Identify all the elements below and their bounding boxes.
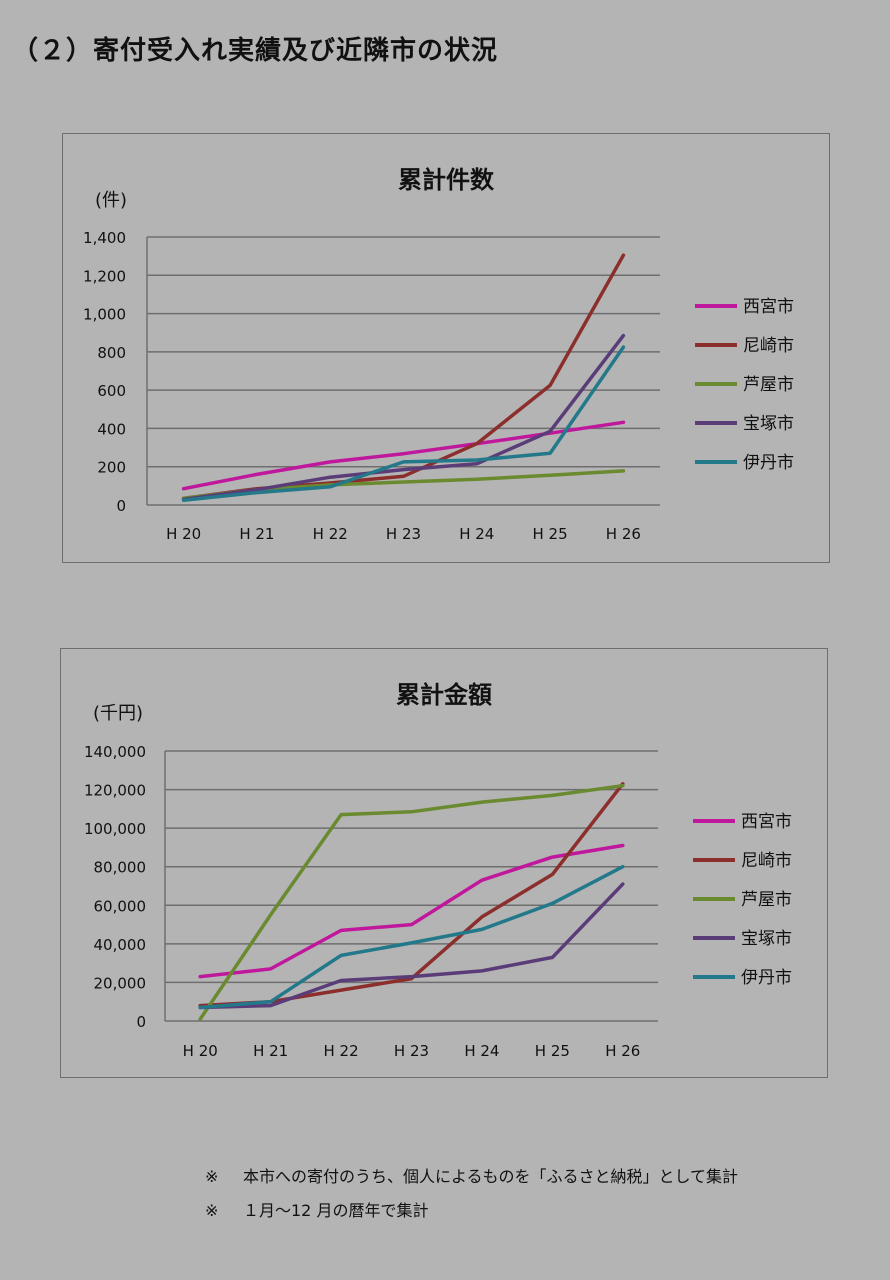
legend-label: 尼崎市: [741, 851, 792, 871]
footnote-2: ※ １月～12 月の暦年で集計: [205, 1194, 738, 1228]
y-tick-label: 40,000: [94, 936, 147, 954]
y-tick-label: 20,000: [94, 974, 147, 992]
x-tick-label: H 23: [394, 1042, 429, 1060]
legend-label: 芦屋市: [741, 890, 792, 910]
y-tick-label: 100,000: [84, 820, 146, 838]
legend-label: 宝塚市: [741, 929, 792, 949]
series-line-2: [198, 782, 625, 1008]
y-tick-label: 140,000: [84, 743, 146, 761]
series-line-3: [198, 783, 625, 1021]
cumulative-count-chart: 累計件数 (件) 0 200 400 600 800 1,000 1,200 1,400 H 20 H…: [62, 133, 830, 563]
footnote-text: １月～12 月の暦年で集計: [243, 1201, 429, 1220]
x-tick-label: H 20: [183, 1042, 218, 1060]
y-tick-label: 1,000: [83, 306, 126, 324]
series-line-1: [181, 420, 626, 491]
legend-label: 伊丹市: [743, 453, 794, 473]
footnote-1: ※ 本市への寄付のうち、個人によるものを「ふるさと納税」として集計: [205, 1160, 738, 1194]
footnotes: ※ 本市への寄付のうち、個人によるものを「ふるさと納税」として集計 ※ １月～12 …: [205, 1160, 738, 1228]
page-title: （２）寄付受入れ実績及び近隣市の状況: [12, 36, 499, 66]
series-line-4: [198, 882, 625, 1010]
x-tick-label: H 22: [324, 1042, 359, 1060]
legend-label: 芦屋市: [743, 375, 794, 395]
footnote-text: 本市への寄付のうち、個人によるものを「ふるさと納税」として集計: [243, 1167, 739, 1186]
y-axis-unit-label: (件): [95, 190, 127, 211]
legend-label: 伊丹市: [741, 968, 792, 988]
legend-label: 尼崎市: [743, 336, 794, 356]
x-tick-label: H 24: [464, 1042, 499, 1060]
y-tick-label: 0: [116, 497, 126, 515]
series-line-4: [181, 333, 626, 502]
footnote-mark: ※: [205, 1201, 219, 1220]
y-tick-label: 400: [97, 420, 126, 438]
y-tick-label: 200: [97, 459, 126, 477]
footnote-mark: ※: [205, 1167, 219, 1186]
legend-label: 西宮市: [743, 297, 794, 317]
y-tick-label: 800: [97, 344, 126, 362]
x-tick-label: H 26: [606, 525, 641, 543]
y-tick-label: 0: [136, 1013, 146, 1031]
series-line-5: [198, 864, 625, 1010]
x-tick-label: H 25: [533, 525, 568, 543]
x-tick-label: H 23: [386, 525, 421, 543]
legend-label: 宝塚市: [743, 414, 794, 434]
series-line-5: [181, 345, 626, 502]
x-tick-label: H 21: [253, 1042, 288, 1060]
y-tick-label: 60,000: [94, 897, 147, 915]
y-tick-label: 1,400: [83, 229, 126, 247]
chart-title: 累計金額: [396, 681, 492, 709]
y-tick-label: 80,000: [94, 859, 147, 877]
series-line-1: [198, 843, 625, 979]
y-tick-label: 1,200: [83, 267, 126, 285]
x-tick-label: H 21: [239, 525, 274, 543]
cumulative-amount-chart: 累計金額 (千円) 0 20,000 40,000 60,000 80,000 100,000…: [60, 648, 828, 1078]
x-tick-label: H 26: [605, 1042, 640, 1060]
chart-title: 累計件数: [398, 166, 495, 194]
y-axis-unit-label: (千円): [93, 703, 143, 724]
x-tick-label: H 24: [459, 525, 494, 543]
cumulative-amount-chart-svg: 累計金額 (千円) 0 20,000 40,000 60,000 80,000 100,000…: [84, 681, 792, 1060]
x-tick-label: H 22: [313, 525, 348, 543]
x-tick-label: H 25: [535, 1042, 570, 1060]
y-tick-label: 600: [97, 382, 126, 400]
x-tick-label: H 20: [166, 525, 201, 543]
y-tick-label: 120,000: [84, 782, 146, 800]
cumulative-count-chart-svg: 累計件数 (件) 0 200 400 600 800 1,000 1,200 1,400 H 20 H…: [83, 166, 794, 543]
legend-label: 西宮市: [741, 812, 792, 832]
